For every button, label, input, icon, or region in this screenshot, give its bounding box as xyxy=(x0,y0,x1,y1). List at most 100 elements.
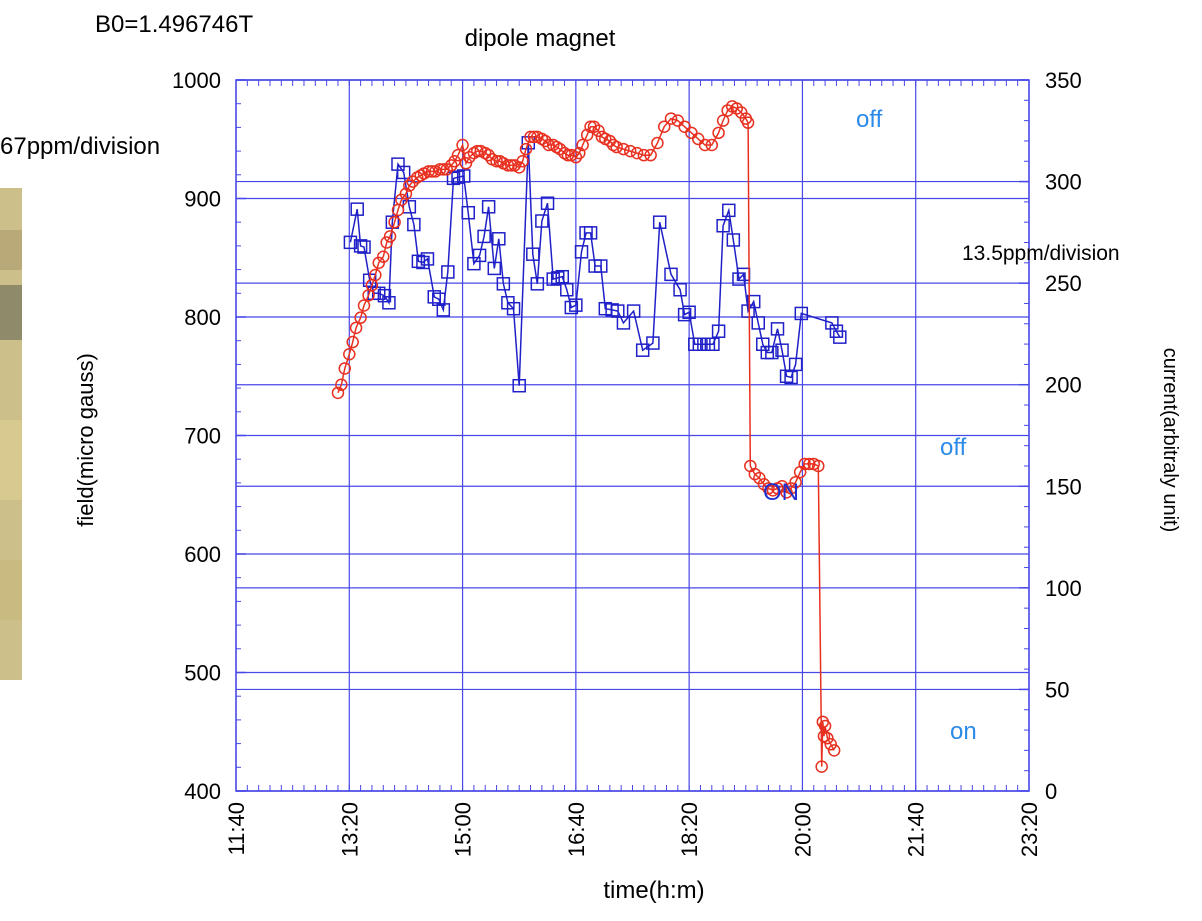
y-tick-label: 700 xyxy=(184,424,221,449)
field-point xyxy=(722,203,736,218)
current-point xyxy=(617,142,630,156)
field-point xyxy=(396,165,411,180)
field-point xyxy=(461,205,475,220)
field-point xyxy=(583,226,598,240)
current-point xyxy=(698,138,712,152)
field-point xyxy=(530,277,545,291)
field-point xyxy=(751,316,765,330)
y-tick-label: 400 xyxy=(184,779,221,804)
field-point xyxy=(555,269,570,284)
current-point xyxy=(346,335,359,349)
y2-tick-label: 300 xyxy=(1045,170,1082,195)
current-point xyxy=(471,144,484,158)
field-point xyxy=(492,232,506,246)
current-point xyxy=(331,386,345,400)
axis-ticks xyxy=(235,79,1030,792)
current-point xyxy=(705,138,719,152)
field-point xyxy=(472,248,487,263)
current-point xyxy=(354,311,367,324)
current-point xyxy=(592,124,605,138)
field-point xyxy=(432,292,446,306)
field-point xyxy=(526,247,540,261)
field-point xyxy=(746,294,761,309)
field-point xyxy=(411,254,426,269)
annotation-off-mid: off xyxy=(940,434,967,461)
current-point xyxy=(630,146,644,160)
annotation-on-lower: on xyxy=(950,718,977,745)
x-tick-label: 21:40 xyxy=(904,802,929,857)
field-point xyxy=(635,343,650,357)
current-point xyxy=(573,146,586,160)
field-point xyxy=(770,322,785,336)
field-point xyxy=(732,272,746,286)
field-point xyxy=(664,267,678,282)
x-tick-label: 13:20 xyxy=(337,802,362,857)
field-point xyxy=(765,345,779,360)
y-tick-label: 1000 xyxy=(172,68,221,93)
current-point xyxy=(490,155,503,168)
y-tick-label: 900 xyxy=(184,187,221,212)
current-point xyxy=(377,250,390,263)
current-point xyxy=(716,114,730,127)
field-point xyxy=(756,337,770,352)
field-point xyxy=(350,202,364,216)
current-point xyxy=(456,138,469,152)
current-point xyxy=(748,467,762,481)
field-point xyxy=(436,303,451,317)
current-point xyxy=(757,478,771,491)
field-point xyxy=(446,171,461,186)
current-point xyxy=(505,159,518,172)
y-tick-label: 800 xyxy=(184,305,221,330)
field-point xyxy=(779,369,794,383)
current-point xyxy=(712,126,725,140)
x-tick-label: 20:00 xyxy=(790,802,815,857)
current-point xyxy=(349,321,363,335)
field-point xyxy=(706,337,720,352)
annotation-on-upper: ON xyxy=(763,479,799,506)
current-point xyxy=(403,179,416,192)
field-point xyxy=(784,370,798,385)
field-point xyxy=(427,290,441,304)
current-point xyxy=(380,236,393,249)
annotation-off-top: off xyxy=(856,106,883,133)
field-point xyxy=(560,282,574,297)
field-point xyxy=(711,324,726,338)
field-point xyxy=(456,169,471,183)
field-point xyxy=(564,300,579,315)
field-point xyxy=(626,304,641,318)
current-point xyxy=(584,120,597,133)
current-point xyxy=(343,347,356,361)
field-point xyxy=(825,316,839,330)
field-point xyxy=(682,305,696,320)
field-point xyxy=(616,316,631,330)
y2-tick-label: 250 xyxy=(1045,271,1082,296)
photo-fragment xyxy=(0,188,22,680)
field-point xyxy=(487,261,502,276)
current-point xyxy=(610,140,623,154)
x-tick-label: 11:40 xyxy=(224,802,249,855)
current-point xyxy=(440,163,453,176)
current-point xyxy=(576,138,589,152)
y-tick-label: 600 xyxy=(184,542,221,567)
current-series xyxy=(331,100,841,773)
current-point xyxy=(827,744,841,757)
grid-lines xyxy=(235,79,1030,792)
current-point xyxy=(542,138,555,152)
x-tick-label: 18:20 xyxy=(677,802,702,857)
field-point xyxy=(420,252,435,266)
field-series xyxy=(343,136,847,393)
field-point xyxy=(477,229,491,244)
current-point xyxy=(437,163,450,176)
field-point xyxy=(353,239,368,253)
field-point xyxy=(775,343,789,357)
current-point xyxy=(812,459,825,473)
y2-axis-label: current(arbitraly unit) xyxy=(1159,348,1181,533)
current-point xyxy=(587,120,601,133)
current-point xyxy=(516,155,529,168)
current-point xyxy=(335,378,348,391)
field-point xyxy=(535,214,549,228)
current-point xyxy=(664,112,678,125)
field-point xyxy=(377,288,392,303)
current-point xyxy=(802,457,816,471)
